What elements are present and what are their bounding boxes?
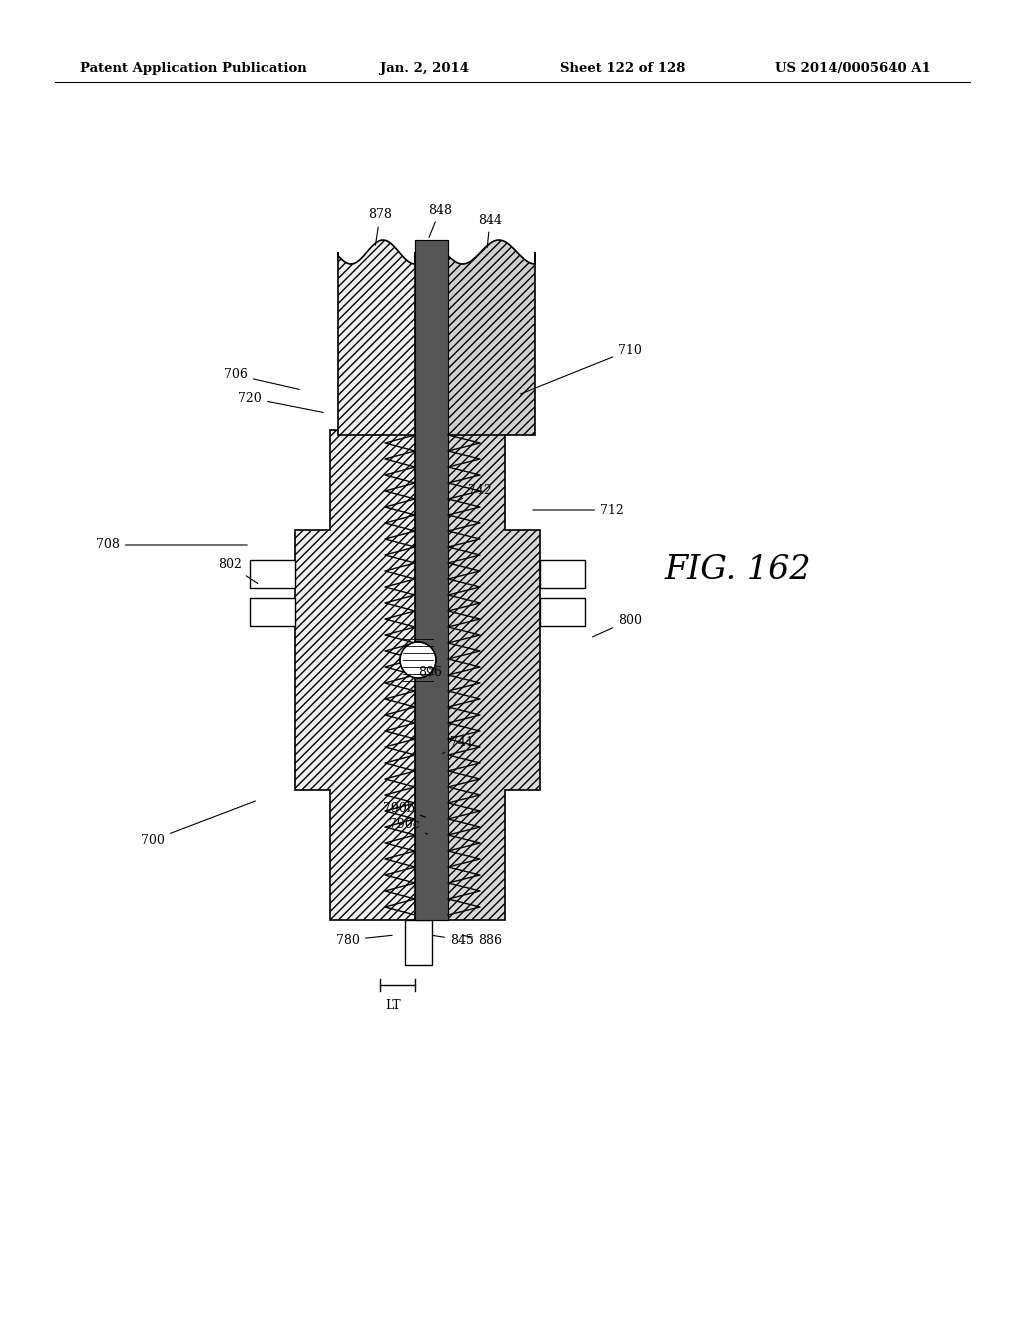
Text: 741: 741 <box>442 735 474 754</box>
Text: 720: 720 <box>239 392 324 412</box>
Polygon shape <box>250 560 295 587</box>
Text: LT: LT <box>385 999 400 1012</box>
Text: 700: 700 <box>141 801 255 846</box>
Polygon shape <box>406 920 432 965</box>
Text: 712: 712 <box>532 503 624 516</box>
Text: 845: 845 <box>433 933 474 946</box>
Text: 710: 710 <box>520 343 642 393</box>
Polygon shape <box>540 560 585 587</box>
Polygon shape <box>449 240 535 436</box>
Polygon shape <box>250 598 295 626</box>
Text: 886: 886 <box>463 933 502 946</box>
Polygon shape <box>295 430 415 920</box>
Text: 780: 780 <box>336 933 392 946</box>
Text: 790b: 790b <box>383 801 425 817</box>
Text: 800: 800 <box>593 614 642 636</box>
Text: 878: 878 <box>368 209 392 246</box>
Text: 802: 802 <box>218 558 258 583</box>
Text: 706: 706 <box>224 368 299 389</box>
Text: 708: 708 <box>96 539 247 552</box>
Polygon shape <box>445 430 540 920</box>
Text: 844: 844 <box>478 214 502 247</box>
Polygon shape <box>540 598 585 626</box>
Circle shape <box>400 642 436 678</box>
Text: 896: 896 <box>418 665 442 678</box>
Text: 790c: 790c <box>389 818 427 834</box>
Text: 742: 742 <box>458 483 492 500</box>
Text: Sheet 122 of 128: Sheet 122 of 128 <box>560 62 685 75</box>
Polygon shape <box>415 240 449 920</box>
Polygon shape <box>338 240 415 436</box>
Polygon shape <box>415 240 449 920</box>
Text: 848: 848 <box>428 203 452 238</box>
Text: Patent Application Publication: Patent Application Publication <box>80 62 307 75</box>
Text: Jan. 2, 2014: Jan. 2, 2014 <box>380 62 469 75</box>
Text: FIG. 162: FIG. 162 <box>665 554 812 586</box>
Text: US 2014/0005640 A1: US 2014/0005640 A1 <box>775 62 931 75</box>
